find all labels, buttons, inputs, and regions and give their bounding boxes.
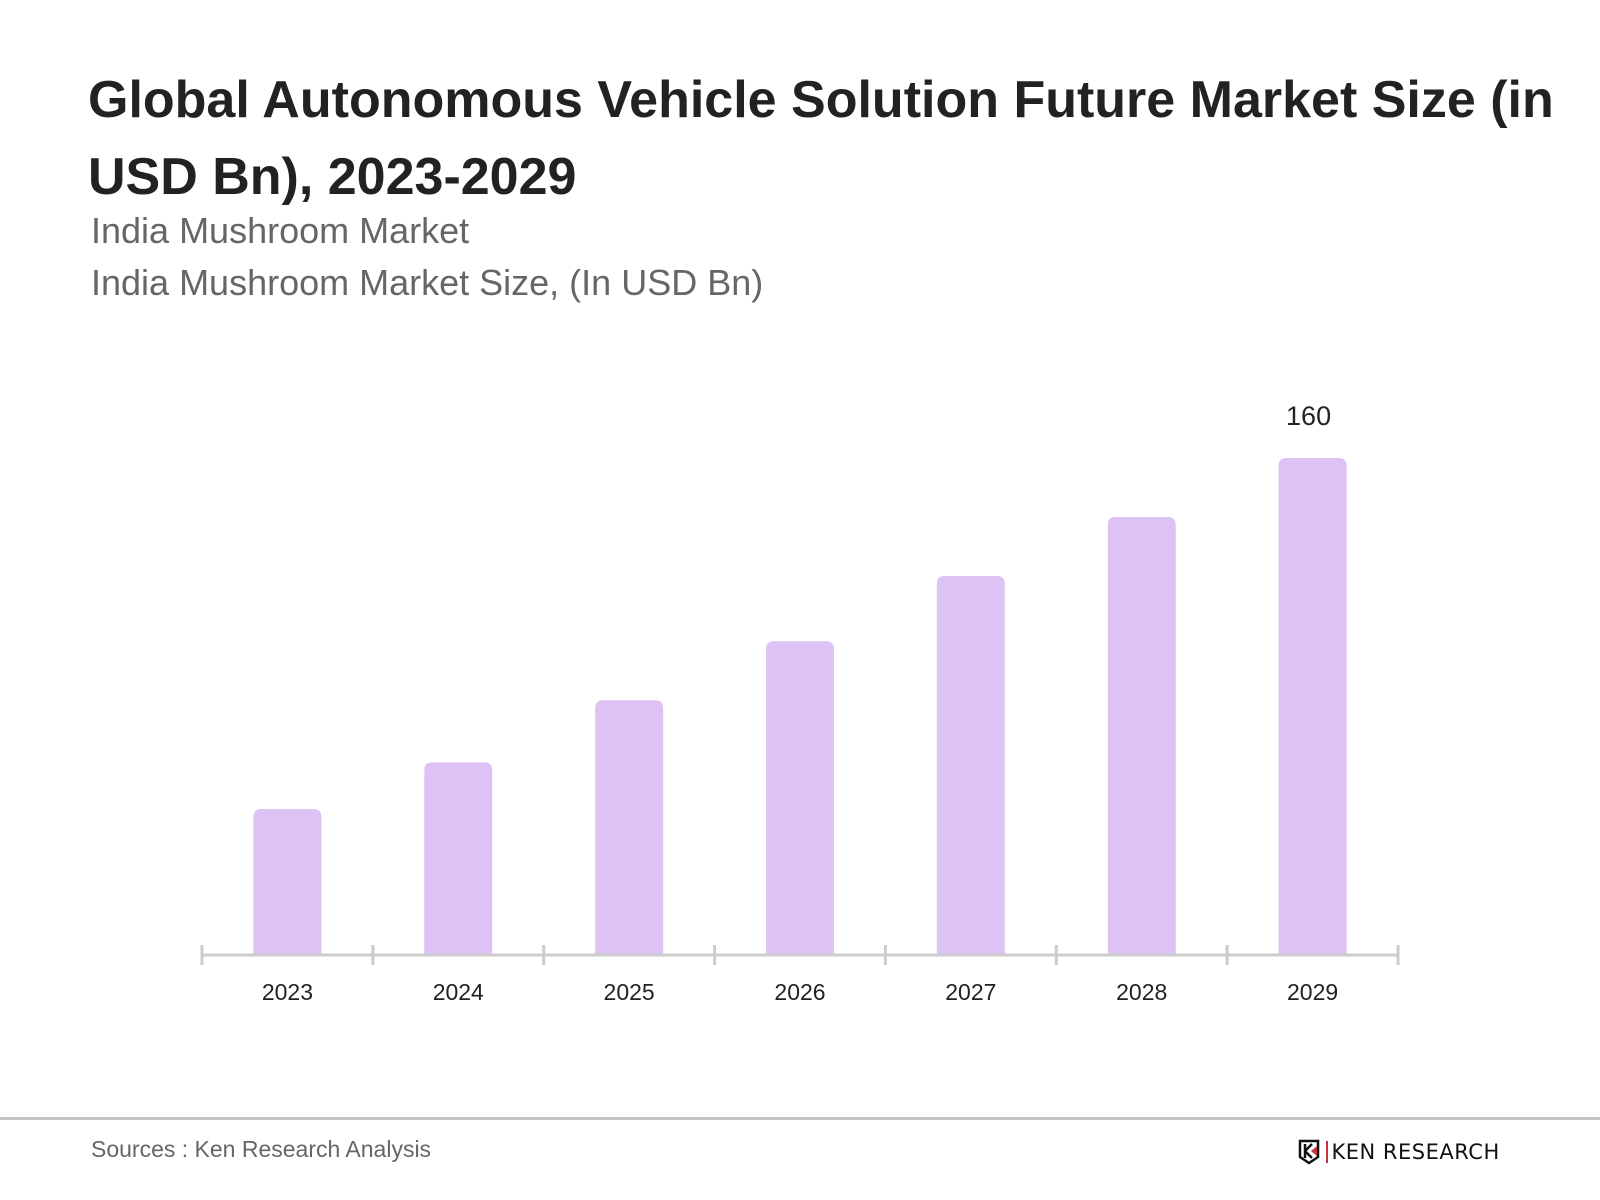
ken-research-logo: KEN RESEARCH: [1298, 1139, 1500, 1165]
x-tick-label: 2023: [262, 979, 313, 1005]
data-label: 160: [1286, 401, 1331, 431]
bar-2027: [936, 576, 1005, 955]
bar-2024: [424, 762, 493, 955]
bar-2029: [1278, 458, 1347, 955]
bar-2023: [253, 809, 322, 955]
chart-title: Global Autonomous Vehicle Solution Futur…: [88, 71, 1554, 206]
bar-2028: [1107, 517, 1176, 955]
bar-2026: [766, 641, 834, 955]
x-tick-label: 2024: [433, 979, 484, 1005]
x-tick-label: 2028: [1116, 979, 1167, 1005]
x-tick-label: 2027: [945, 979, 996, 1005]
logo-text: KEN RESEARCH: [1331, 1140, 1500, 1164]
ken-research-logo-icon: [1298, 1139, 1320, 1165]
bar-chart: 2023 2024 2025 2026 2027 2028 2029 160: [200, 401, 1400, 1005]
chart-subtitle-units: India Mushroom Market Size, (In USD Bn): [91, 262, 764, 303]
footer-divider: [0, 1117, 1600, 1120]
x-tick-label: 2025: [604, 979, 655, 1005]
x-tick-label: 2029: [1287, 979, 1338, 1005]
logo-divider: [1326, 1141, 1328, 1163]
sources-note: Sources : Ken Research Analysis: [91, 1136, 432, 1162]
x-tick-label: 2026: [774, 979, 825, 1005]
bar-2025: [595, 700, 664, 955]
chart-subtitle: India Mushroom Market: [91, 210, 470, 251]
